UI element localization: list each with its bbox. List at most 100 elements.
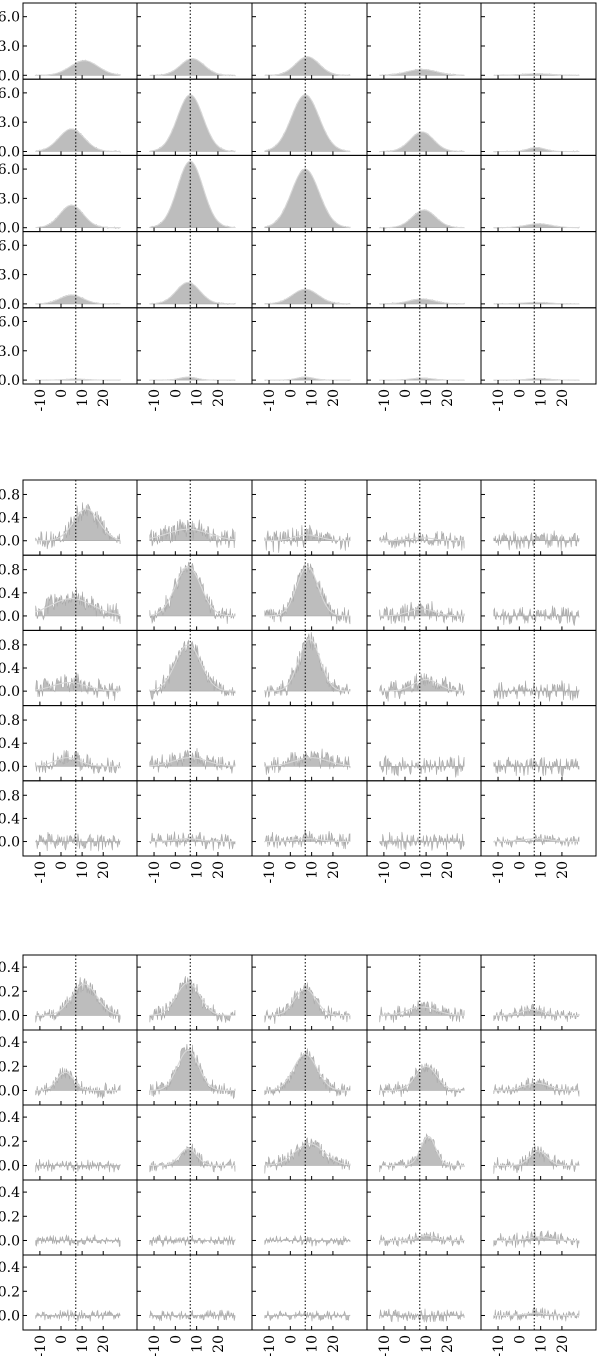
gaussian-fit-line — [149, 838, 235, 843]
gaussian-fit-line — [35, 508, 121, 542]
panel-r1-c1: 0.0 0.4 0.8 — [0, 479, 138, 556]
y-tick-label: 0.0 — [0, 1233, 20, 1249]
x-tick-label: -10 — [262, 861, 278, 884]
spectrum-area — [149, 519, 236, 549]
panel-r3-c1: 0.0 3.0 6.0 — [0, 154, 138, 237]
y-tick-label: 0.4 — [0, 586, 20, 602]
gaussian-fit-line — [264, 1143, 350, 1166]
y-tick-label: 3.0 — [0, 344, 20, 360]
panel-r3-c5 — [480, 154, 597, 233]
panel-r2-c4 — [366, 78, 482, 156]
gaussian-fit-line — [493, 378, 579, 381]
panel-r2-c2 — [136, 78, 253, 156]
panel-frame — [480, 1254, 597, 1331]
panel-r3-c3 — [251, 154, 368, 233]
spectrum-area — [264, 524, 351, 553]
spectrum-area — [379, 754, 465, 778]
panel-frame — [22, 1104, 138, 1181]
y-tick-label: 0.0 — [0, 534, 20, 550]
panel-frame — [251, 479, 368, 556]
panel-r1-c3 — [251, 2, 368, 80]
gaussian-fit-line — [264, 757, 350, 767]
gaussian-fit-line — [379, 298, 465, 305]
y-tick-label: 0.4 — [0, 1185, 20, 1201]
panel-r2-c5 — [480, 78, 597, 156]
x-tick-label: 10 — [419, 861, 435, 879]
gaussian-fit-line — [379, 1235, 465, 1242]
panel-r4-c1: 0.0 0.2 0.4 — [0, 1179, 138, 1256]
gaussian-fit-line — [264, 638, 350, 692]
panel-r3-c4 — [366, 629, 482, 707]
panel-frame — [366, 1029, 482, 1106]
x-tick-label: 10 — [305, 861, 321, 879]
y-tick-label: 3.0 — [0, 115, 20, 131]
panel-frame — [136, 780, 253, 857]
x-tick-label: 20 — [326, 1335, 342, 1353]
y-tick-label: 0.0 — [0, 297, 20, 313]
spectrum-area — [379, 209, 465, 229]
panel-r4-c1: 0.0 0.4 0.8 — [0, 705, 138, 782]
gaussian-fit-line — [493, 1236, 579, 1242]
gaussian-fit-line — [149, 982, 235, 1017]
gaussian-fit-line — [35, 128, 121, 153]
y-tick-label: 0.0 — [0, 684, 20, 700]
panel-r2-c4 — [366, 554, 482, 631]
spectrum-area — [149, 281, 236, 305]
panel-r2-c1: 0.0 3.0 6.0 — [0, 78, 138, 160]
spectrum-area — [35, 588, 121, 624]
y-tick-label: 0.4 — [0, 1260, 20, 1276]
panel-r4-c3 — [251, 1179, 368, 1256]
panel-r3-c3 — [251, 629, 368, 707]
x-tick-label: 20 — [555, 1335, 571, 1353]
y-tick-label: 0.0 — [0, 68, 20, 84]
panel-frame — [136, 307, 253, 385]
spectrum-area — [35, 1158, 121, 1173]
panel-r2-c1: 0.0 0.2 0.4 — [0, 1029, 138, 1106]
spectrum-area — [149, 976, 236, 1023]
spectrum-area — [379, 531, 465, 551]
gaussian-fit-line — [149, 644, 235, 692]
gaussian-fit-line — [379, 1006, 465, 1016]
x-tick-label: 0 — [398, 1335, 414, 1344]
panel-r2-c5 — [480, 1029, 597, 1106]
x-tick-label: 10 — [75, 389, 91, 407]
gaussian-fit-line — [264, 376, 350, 381]
panel-r1-c4 — [366, 479, 482, 556]
gaussian-fit-line — [35, 598, 121, 616]
panel-frame — [22, 231, 138, 309]
x-tick-label: 0 — [54, 1335, 70, 1344]
gaussian-fit-line — [264, 288, 350, 305]
gaussian-fit-line — [379, 377, 465, 381]
panel-frame — [366, 554, 482, 631]
x-tick-label: 10 — [534, 1335, 550, 1353]
y-tick-label: 0.2 — [0, 1209, 20, 1225]
gaussian-fit-line — [149, 58, 235, 76]
x-tick-label: -10 — [377, 1335, 393, 1356]
spectrum-area — [493, 680, 580, 702]
panel-frame — [366, 307, 482, 385]
panel-r5-c3: -10 0 10 20 — [251, 1254, 368, 1356]
x-tick-label: -10 — [262, 389, 278, 412]
panel-r4-c5 — [480, 705, 597, 782]
panel-frame — [480, 307, 597, 385]
panel-frame — [366, 1179, 482, 1256]
gaussian-fit-line — [493, 301, 579, 305]
spectrum-area — [493, 1003, 580, 1022]
y-tick-label: 0.4 — [0, 661, 20, 677]
spectrum-area — [264, 748, 351, 775]
y-tick-label: 0.8 — [0, 638, 20, 654]
x-tick-label: 20 — [211, 861, 227, 879]
gaussian-fit-line — [149, 1148, 235, 1167]
panel-r2-c3 — [251, 1029, 368, 1106]
panel-r3-c2 — [136, 154, 253, 233]
panel-r5-c2: -10 0 10 20 — [136, 1254, 253, 1356]
panel-r1-c4 — [366, 2, 482, 80]
panel-r4-c2 — [136, 1179, 253, 1256]
panel-r5-c1: 0.0 0.2 0.4 -10 0 10 20 — [0, 1254, 138, 1356]
y-tick-label: 0.8 — [0, 487, 20, 503]
x-tick-label: 10 — [419, 389, 435, 407]
spectrum-area — [493, 605, 580, 626]
x-tick-label: 20 — [555, 389, 571, 407]
x-tick-label: 0 — [54, 389, 70, 398]
panel-r1-c4 — [366, 954, 482, 1031]
